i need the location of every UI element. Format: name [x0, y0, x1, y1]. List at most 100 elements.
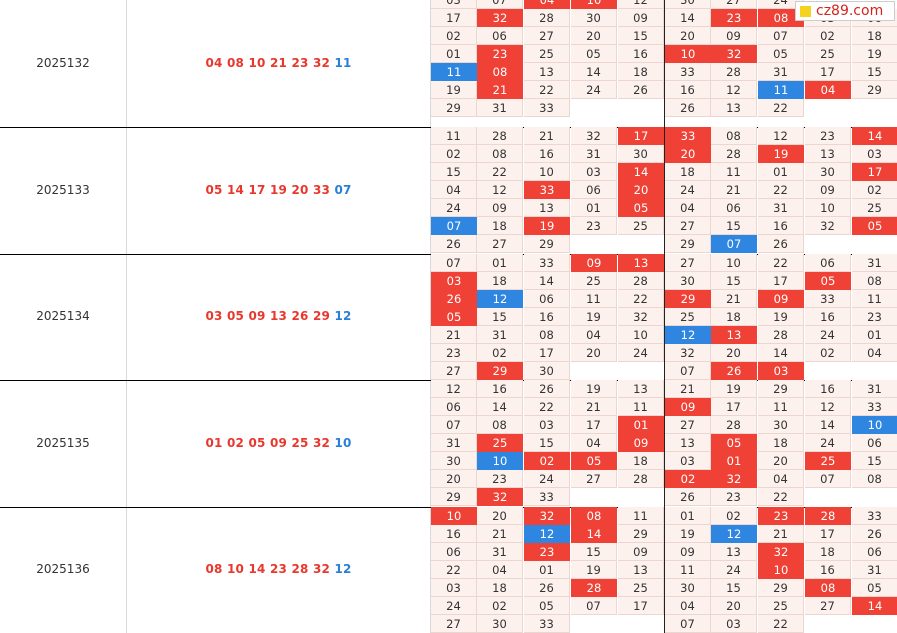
- red-ball-number: 05: [226, 309, 245, 323]
- grid-cell: 05: [571, 45, 617, 63]
- grid-cell: 03: [852, 145, 897, 163]
- grid-cell: 15: [431, 163, 477, 181]
- grid-cell: 31: [477, 99, 523, 117]
- grid-cell: 10: [618, 326, 664, 344]
- grid-cell-red: 14: [852, 597, 897, 615]
- grid-cell-red: 29: [665, 290, 711, 308]
- grid-cell: 11: [618, 398, 664, 416]
- grid-cell: 08: [524, 326, 570, 344]
- grid-cell-red: 10: [758, 561, 804, 579]
- grid-cell-red: 29: [477, 362, 523, 380]
- grid-cell-red: 02: [665, 470, 711, 488]
- grid-cell: 17: [524, 344, 570, 362]
- grid-cell: 20: [711, 597, 757, 615]
- grid-cell: 18: [477, 217, 523, 235]
- blue-ball-number: 11: [334, 55, 352, 70]
- logo-square-icon: [800, 6, 811, 17]
- grid-cell-red: 19: [758, 145, 804, 163]
- grid-cell: 29: [758, 380, 804, 398]
- grid-cell: 29: [618, 525, 664, 543]
- grid-cell: 31: [852, 561, 897, 579]
- grid-cell: 08: [852, 470, 897, 488]
- grid-cell-red: 23: [711, 9, 757, 27]
- grid-cell: 07: [665, 615, 711, 633]
- grid-cell: 14: [805, 416, 851, 434]
- grid-cell: 24: [618, 344, 664, 362]
- grid-cell: 18: [618, 63, 664, 81]
- grid-cell-red: 10: [431, 507, 477, 525]
- grid-cell-red: 03: [431, 272, 477, 290]
- grid-cell-red: 10: [665, 45, 711, 63]
- grid-cell-red: 03: [758, 362, 804, 380]
- grid-cell: 18: [758, 434, 804, 452]
- grid-cell-red: 33: [665, 127, 711, 145]
- grid-cell: 22: [758, 615, 804, 633]
- red-ball-number: 25: [291, 435, 309, 450]
- red-ball-number: 28: [291, 562, 309, 576]
- grid-cell: 12: [711, 81, 757, 99]
- grid-cell: 01: [758, 163, 804, 181]
- grid-cell: 18: [477, 272, 523, 290]
- grid-cell: 14: [477, 398, 523, 416]
- grid-cell: 07: [758, 27, 804, 45]
- grid-cell: 01: [477, 254, 523, 272]
- red-ball-number: 17: [248, 182, 266, 197]
- grid-cell-blue: 07: [431, 217, 477, 235]
- grid-cell: 13: [711, 99, 757, 117]
- grid-cell: 25: [852, 199, 897, 217]
- grid-cell-red: 09: [758, 290, 804, 308]
- grid-cell: 33: [852, 398, 897, 416]
- grid-cell-red: 23: [524, 543, 570, 561]
- grid-cell: 33: [524, 488, 570, 506]
- red-ball-number: 21: [269, 55, 288, 70]
- grid-cell: 10: [805, 199, 851, 217]
- blue-ball-number: 12: [334, 562, 352, 576]
- grid-cell: 21: [711, 181, 757, 199]
- grid-cell: 27: [805, 597, 851, 615]
- grid-cell: 24: [805, 434, 851, 452]
- grid-cell-red: 05: [711, 434, 757, 452]
- site-logo[interactable]: cz89.com: [795, 1, 895, 21]
- grid-cell: 16: [431, 525, 477, 543]
- grid-cell: 30: [665, 0, 711, 9]
- red-ball-number: 09: [269, 435, 288, 450]
- grid-cell: 06: [852, 543, 897, 561]
- grid-cell: 17: [711, 398, 757, 416]
- grid-cell: 29: [758, 579, 804, 597]
- grid-cell-red: 09: [618, 434, 664, 452]
- grid-divider: [664, 0, 665, 633]
- grid-cell: 32: [805, 217, 851, 235]
- grid-cell-red: 05: [852, 217, 897, 235]
- grid-cell: 19: [431, 81, 477, 99]
- grid-cell: [805, 488, 851, 506]
- grid-cell: [805, 615, 851, 633]
- blue-ball-number: 12: [334, 309, 352, 323]
- grid-cell-red: 05: [618, 199, 664, 217]
- grid-cell: 02: [852, 181, 897, 199]
- grid-cell-blue: 11: [431, 63, 477, 81]
- grid-cell: 21: [758, 525, 804, 543]
- grid-cell: 28: [618, 470, 664, 488]
- grid-cell: 03: [571, 163, 617, 181]
- grid-cell-red: 33: [524, 181, 570, 199]
- grid-cell: 07: [571, 597, 617, 615]
- grid-cell-blue: 12: [711, 525, 757, 543]
- grid-cell: 19: [665, 525, 711, 543]
- red-ball-number: 08: [205, 562, 223, 576]
- grid-cell: 20: [571, 344, 617, 362]
- grid-cell: [852, 362, 897, 380]
- grid-cell: 15: [711, 272, 757, 290]
- grid-cell: [852, 615, 897, 633]
- red-ball-number: 33: [312, 182, 331, 197]
- grid-cell-red: 13: [711, 326, 757, 344]
- grid-cell: 30: [758, 416, 804, 434]
- grid-cell: 02: [431, 27, 477, 45]
- grid-cell: 26: [618, 81, 664, 99]
- grid-cell-red: 32: [524, 507, 570, 525]
- grid-cell: 13: [618, 561, 664, 579]
- grid-cell: [805, 362, 851, 380]
- grid-cell: 22: [477, 163, 523, 181]
- grid-cell: [618, 99, 664, 117]
- grid-cell: 01: [431, 45, 477, 63]
- grid-cell-red: 32: [711, 45, 757, 63]
